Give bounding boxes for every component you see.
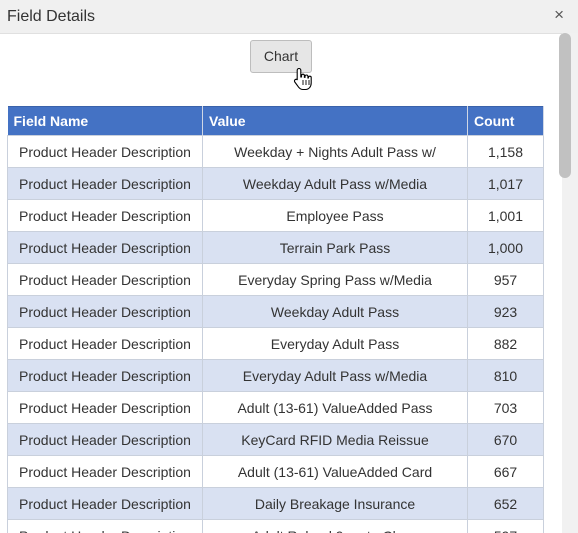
cell-value: Adult (13-61) ValueAdded Card	[202, 455, 468, 488]
dialog-titlebar: Field Details ×	[0, 0, 578, 34]
table-row[interactable]: Product Header Description Employee Pass 1…	[7, 199, 544, 232]
cell-field-name: Product Header Description	[7, 391, 203, 424]
cell-field-name: Product Header Description	[7, 519, 203, 533]
cell-count: 652	[467, 487, 544, 520]
close-icon[interactable]: ×	[554, 5, 564, 24]
cell-field-name: Product Header Description	[7, 263, 203, 296]
cell-field-name: Product Header Description	[7, 295, 203, 328]
cell-value: KeyCard RFID Media Reissue	[202, 423, 468, 456]
cell-count: 1,001	[467, 199, 544, 232]
cell-field-name: Product Header Description	[7, 455, 203, 488]
cell-count: 703	[467, 391, 544, 424]
table-row[interactable]: Product Header Description Everyday Adult…	[7, 327, 544, 360]
cell-field-name: Product Header Description	[7, 231, 203, 264]
cell-value: Daily Breakage Insurance	[202, 487, 468, 520]
cell-value: Everyday Adult Pass w/Media	[202, 359, 468, 392]
cell-count: 1,000	[467, 231, 544, 264]
table-row[interactable]: Product Header Description Daily Breakage…	[7, 487, 544, 520]
column-header-count[interactable]: Count	[467, 106, 544, 136]
cell-count: 670	[467, 423, 544, 456]
table-row[interactable]: Product Header Description Weekday Adult …	[7, 295, 544, 328]
column-header-value[interactable]: Value	[202, 106, 468, 136]
cell-field-name: Product Header Description	[7, 135, 203, 168]
cell-value: Everyday Adult Pass	[202, 327, 468, 360]
cell-value: Adult (13-61) ValueAdded Pass	[202, 391, 468, 424]
cell-value: Weekday Adult Pass	[202, 295, 468, 328]
cell-count: 667	[467, 455, 544, 488]
cell-count: 923	[467, 295, 544, 328]
table-row[interactable]: Product Header Description Everyday Sprin…	[7, 263, 544, 296]
cell-field-name: Product Header Description	[7, 423, 203, 456]
table-row[interactable]: Product Header Description Adult (13-61) …	[7, 391, 544, 424]
cell-value: Everyday Spring Pass w/Media	[202, 263, 468, 296]
dialog-title: Field Details	[7, 8, 96, 25]
table-row[interactable]: Product Header Description Weekday Adult …	[7, 167, 544, 200]
table-row[interactable]: Product Header Description Weekday + Nigh…	[7, 135, 544, 168]
table-row[interactable]: Product Header Description Terrain Park P…	[7, 231, 544, 264]
cell-field-name: Product Header Description	[7, 359, 203, 392]
cell-count: 810	[467, 359, 544, 392]
cell-value: Weekday Adult Pass w/Media	[202, 167, 468, 200]
cell-field-name: Product Header Description	[7, 199, 203, 232]
cell-value: Terrain Park Pass	[202, 231, 468, 264]
field-details-table: Field Name Value Count Product Header De…	[7, 106, 544, 533]
cell-count: 1,158	[467, 135, 544, 168]
cell-count: 957	[467, 263, 544, 296]
field-details-table-wrap: Field Name Value Count Product Header De…	[7, 106, 544, 533]
cell-field-name: Product Header Description	[7, 167, 203, 200]
cell-field-name: Product Header Description	[7, 327, 203, 360]
cell-field-name: Product Header Description	[7, 487, 203, 520]
cell-value: Adult Reload 9am to Close	[202, 519, 468, 533]
cell-count: 1,017	[467, 167, 544, 200]
column-header-field-name[interactable]: Field Name	[7, 106, 203, 136]
cell-value: Weekday + Nights Adult Pass w/	[202, 135, 468, 168]
scrollbar-thumb[interactable]	[559, 33, 571, 178]
chart-button[interactable]: Chart	[250, 40, 312, 73]
table-row[interactable]: Product Header Description KeyCard RFID M…	[7, 423, 544, 456]
cell-value: Employee Pass	[202, 199, 468, 232]
table-header-row: Field Name Value Count	[7, 106, 544, 136]
table-row[interactable]: Product Header Description Adult (13-61) …	[7, 455, 544, 488]
cell-count: 882	[467, 327, 544, 360]
hand-pointer-icon	[293, 67, 312, 91]
table-row[interactable]: Product Header Description Everyday Adult…	[7, 359, 544, 392]
dialog-content: Chart Field Name Value Count	[0, 33, 562, 533]
cell-count: 597	[467, 519, 544, 533]
